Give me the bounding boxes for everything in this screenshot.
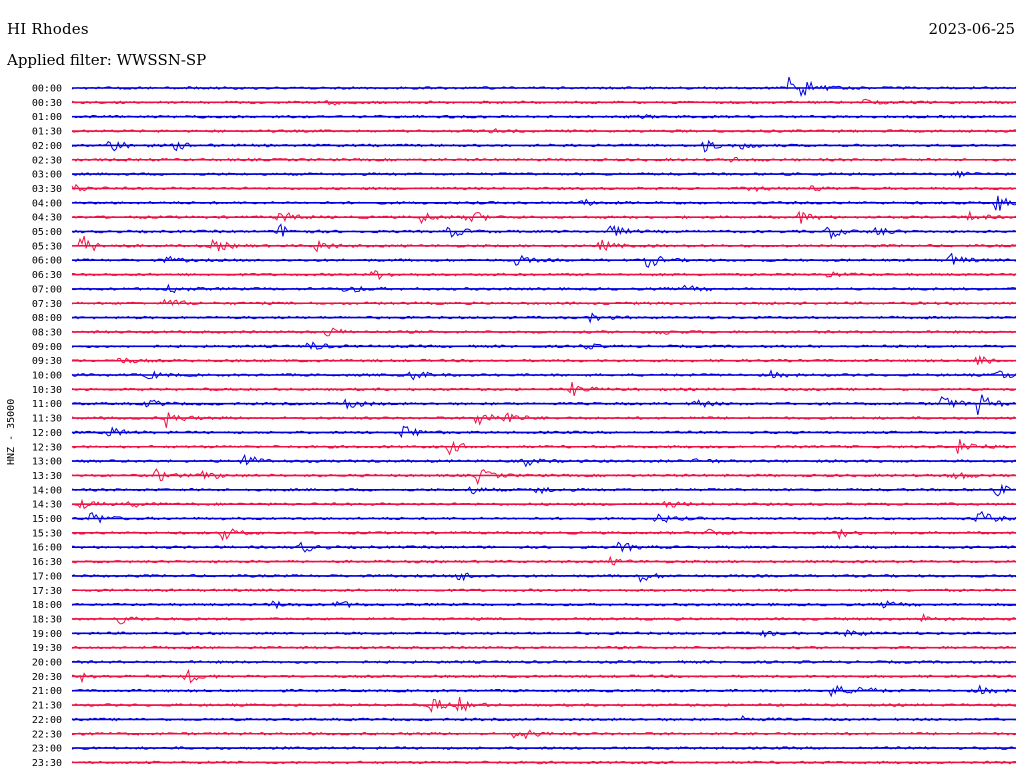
row-time-label: 22:00 — [32, 715, 62, 726]
row-time-label: 19:00 — [32, 629, 62, 640]
row-time-label: 05:00 — [32, 227, 62, 238]
row-time-label: 13:00 — [32, 457, 62, 468]
row-time-label: 11:30 — [32, 414, 62, 425]
row-time-label: 00:30 — [32, 98, 62, 109]
row-time-label: 07:30 — [32, 299, 62, 310]
seismic-trace-0530 — [71, 236, 1017, 253]
row-time-label: 04:30 — [32, 213, 62, 224]
row-time-label: 16:30 — [32, 557, 62, 568]
row-time-label: 12:30 — [32, 442, 62, 453]
row-time-label: 05:30 — [32, 241, 62, 252]
row-time-label: 02:30 — [32, 155, 62, 166]
seismic-trace-1100 — [71, 394, 1017, 416]
row-time-label: 07:00 — [32, 284, 62, 295]
seismic-trace-1400 — [71, 483, 1017, 497]
seismic-trace-0200 — [71, 139, 1017, 153]
row-time-label: 10:30 — [32, 385, 62, 396]
seismic-trace-1500 — [71, 510, 1017, 524]
y-axis-label: HNZ - 35000 — [6, 398, 17, 465]
row-time-label: 08:00 — [32, 313, 62, 324]
row-time-label: 00:00 — [32, 84, 62, 95]
seismic-trace-0700 — [71, 283, 1017, 294]
row-time-label: 11:00 — [32, 399, 62, 410]
row-time-label: 12:00 — [32, 428, 62, 439]
seismic-trace-1200 — [71, 425, 1017, 439]
row-time-label: 01:00 — [32, 112, 62, 123]
row-time-label: 18:00 — [32, 600, 62, 611]
row-time-label: 21:00 — [32, 686, 62, 697]
date-label: 2023-06-25 — [928, 20, 1015, 38]
row-time-label: 09:00 — [32, 342, 62, 353]
row-time-label: 14:00 — [32, 485, 62, 496]
seismic-trace-1530 — [71, 528, 1017, 542]
row-time-label: 10:00 — [32, 371, 62, 382]
row-time-label: 16:00 — [32, 543, 62, 554]
row-time-label: 15:30 — [32, 528, 62, 539]
row-time-label: 20:30 — [32, 672, 62, 683]
row-time-label: 02:00 — [32, 141, 62, 152]
row-time-label: 17:00 — [32, 571, 62, 582]
row-time-label: 15:00 — [32, 514, 62, 525]
row-time-label: 08:30 — [32, 327, 62, 338]
row-time-label: 19:30 — [32, 643, 62, 654]
row-time-label: 13:30 — [32, 471, 62, 482]
row-time-label: 03:30 — [32, 184, 62, 195]
seismic-trace-0730 — [71, 298, 1017, 307]
row-time-label: 20:00 — [32, 658, 62, 669]
row-time-label: 23:30 — [32, 758, 62, 769]
row-time-label: 04:00 — [32, 198, 62, 209]
station-title: HI Rhodes — [7, 20, 89, 38]
row-time-label: 21:30 — [32, 701, 62, 712]
seismic-trace-0300 — [71, 170, 1017, 179]
row-time-label: 14:30 — [32, 500, 62, 511]
row-time-label: 17:30 — [32, 586, 62, 597]
row-time-label: 03:00 — [32, 170, 62, 181]
row-time-label: 06:00 — [32, 256, 62, 267]
row-time-label: 01:30 — [32, 127, 62, 138]
filter-line: Applied filter: WWSSN-SP — [7, 51, 206, 69]
row-time-label: 06:30 — [32, 270, 62, 281]
seismic-trace-1130 — [71, 412, 1017, 428]
seismic-trace-1700 — [71, 572, 1017, 583]
seismic-trace-1330 — [71, 468, 1017, 486]
row-time-label: 09:30 — [32, 356, 62, 367]
filter-label: Applied filter: — [7, 51, 112, 69]
row-time-label: 22:30 — [32, 729, 62, 740]
seismic-trace-0000 — [71, 76, 1017, 98]
row-time-label: 23:00 — [32, 744, 62, 755]
filter-value: WWSSN-SP — [116, 51, 207, 69]
row-time-label: 18:30 — [32, 614, 62, 625]
